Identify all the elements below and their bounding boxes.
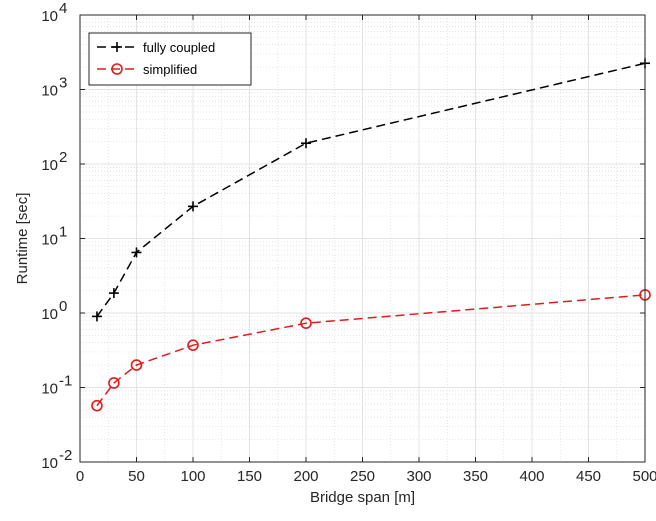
circle-marker bbox=[300, 317, 312, 329]
circle-marker bbox=[108, 377, 120, 389]
circle-marker bbox=[130, 359, 143, 371]
y-tick-label: 10 bbox=[41, 8, 58, 25]
y-tick-label: 10 bbox=[41, 157, 58, 174]
grid bbox=[79, 14, 646, 463]
x-tick-label: 150 bbox=[237, 468, 262, 485]
x-tick-label: 50 bbox=[128, 468, 145, 485]
y-tick-exponent: -2 bbox=[59, 447, 72, 464]
plus-marker bbox=[108, 288, 119, 299]
legend-label: fully coupled bbox=[143, 40, 215, 55]
circle-marker bbox=[111, 63, 123, 75]
x-tick-label: 400 bbox=[519, 468, 544, 485]
x-axis-title: Bridge span [m] bbox=[310, 489, 415, 506]
plot-series bbox=[91, 58, 651, 412]
x-tick-label: 0 bbox=[76, 468, 84, 485]
y-tick-exponent: 2 bbox=[59, 149, 67, 166]
plus-marker bbox=[91, 311, 102, 322]
legend: fully coupled simplified bbox=[88, 32, 252, 86]
y-tick-exponent: 0 bbox=[59, 298, 67, 315]
legend-box bbox=[88, 32, 252, 86]
series-1 bbox=[91, 289, 651, 412]
series-0 bbox=[91, 58, 650, 322]
plus-marker bbox=[131, 247, 142, 258]
plus-marker bbox=[112, 42, 122, 52]
plus-marker bbox=[301, 138, 311, 149]
y-tick-label: 10 bbox=[41, 83, 58, 100]
series-line bbox=[96, 294, 646, 407]
y-tick-label: 10 bbox=[41, 232, 58, 249]
x-tick-label: 500 bbox=[632, 468, 656, 485]
y-tick-exponent: -1 bbox=[59, 373, 72, 390]
x-tick-label: 350 bbox=[463, 468, 488, 485]
y-tick-label: 10 bbox=[41, 455, 58, 472]
y-tick-label: 10 bbox=[41, 306, 58, 323]
y-axis-title: Runtime [sec] bbox=[14, 193, 31, 285]
x-tick-label: 200 bbox=[293, 468, 318, 485]
x-tick-label: 100 bbox=[180, 468, 205, 485]
x-tick-label: 250 bbox=[350, 468, 375, 485]
y-tick-label: 10 bbox=[41, 381, 58, 398]
plus-marker bbox=[188, 201, 198, 212]
legend-label: simplified bbox=[143, 62, 197, 77]
circle-marker bbox=[187, 339, 199, 351]
ticks: 0 50 100 150 200 250 300 350 400 450 50010-210-110… bbox=[41, 0, 656, 485]
x-tick-label: 450 bbox=[576, 468, 601, 485]
y-tick-exponent: 4 bbox=[59, 0, 67, 17]
x-tick-label: 300 bbox=[406, 468, 431, 485]
circle-marker bbox=[91, 399, 103, 412]
y-tick-exponent: 3 bbox=[59, 75, 67, 92]
y-tick-exponent: 1 bbox=[59, 224, 67, 241]
